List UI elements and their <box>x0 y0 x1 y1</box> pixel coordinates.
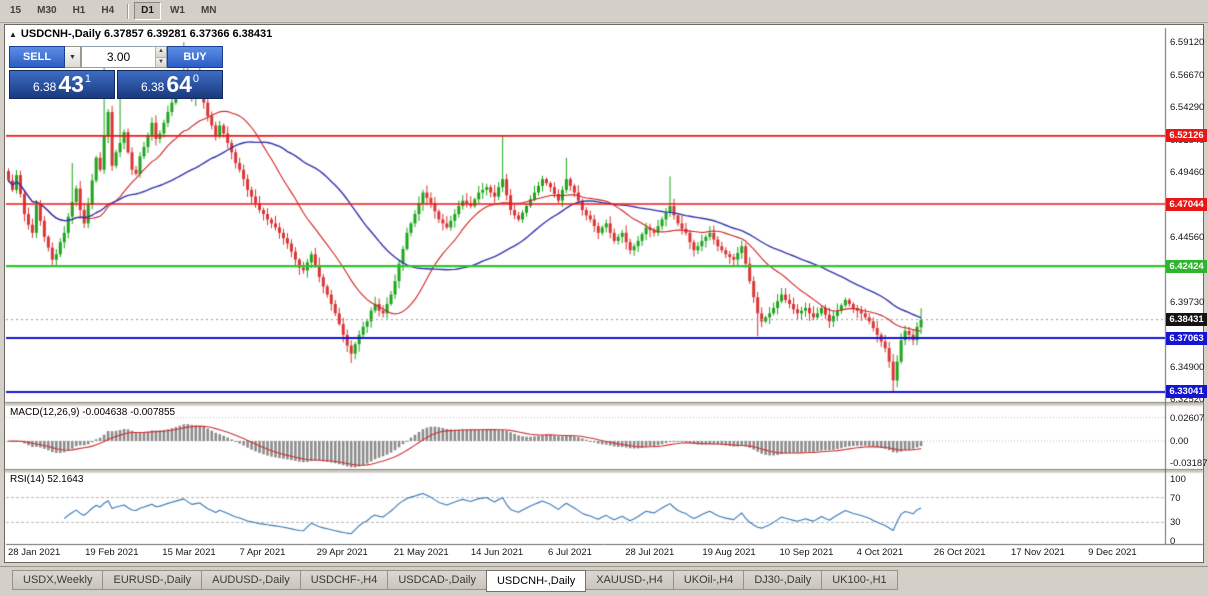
buy-price-base: 6.38 <box>140 80 165 94</box>
date-label: 26 Oct 2021 <box>933 547 986 558</box>
price-axis-label: 6.32520 <box>1170 393 1205 405</box>
timeframe-h4-button[interactable]: H4 <box>94 2 121 20</box>
buy-button[interactable]: BUY <box>167 46 223 68</box>
macd-axis-label: -0.03187 <box>1170 458 1208 469</box>
price-badge-mid-level: 6.42424 <box>1166 259 1207 273</box>
date-label: 9 Dec 2021 <box>1088 547 1137 558</box>
chart-tab-bar: USDX,Weekly EURUSD-,Daily AUDUSD-,Daily USD… <box>0 566 1208 596</box>
price-badge-current-price: 6.38431 <box>1166 313 1207 327</box>
chart-tab-usdcnh-daily[interactable]: USDCNH-,Daily <box>485 570 587 592</box>
chart-tab-audusd-daily[interactable]: AUDUSD-,Daily <box>201 570 301 590</box>
volume-spinner: ▲ ▼ <box>155 47 166 67</box>
chart-tab-uk100-h1[interactable]: UK100-,H1 <box>821 570 898 590</box>
date-label: 10 Sep 2021 <box>779 547 834 558</box>
one-click-trading-panel: SELL ▼ ▲ ▼ BUY 6.38 43 1 6.38 64 0 <box>9 46 225 99</box>
macd-axis-label: 0.00 <box>1170 436 1189 447</box>
volume-input[interactable] <box>82 47 155 67</box>
timeframe-15-button[interactable]: 15 <box>3 2 28 20</box>
chart-tab-usdchf-h4[interactable]: USDCHF-,H4 <box>299 570 389 590</box>
timeframe-h1-button[interactable]: H1 <box>66 2 93 20</box>
volume-field-wrap: ▲ ▼ <box>81 46 167 68</box>
date-label: 28 Jul 2021 <box>625 547 675 558</box>
rsi-indicator-label: RSI(14) 52.1643 <box>10 474 84 485</box>
sell-price-display[interactable]: 6.38 43 1 <box>9 70 115 99</box>
date-label: 29 Apr 2021 <box>316 547 368 558</box>
price-axis-drag-zone[interactable] <box>1166 28 1204 544</box>
chart-tab-ukoil-h4[interactable]: UKOil-,H4 <box>672 570 745 590</box>
price-axis-label: 6.44560 <box>1170 232 1205 244</box>
price-axis-label: 6.56670 <box>1170 69 1205 81</box>
chart-tab-usdcad-daily[interactable]: USDCAD-,Daily <box>387 570 487 590</box>
one-click-order-row: SELL ▼ ▲ ▼ BUY <box>9 46 225 68</box>
one-click-quotes-row: 6.38 43 1 6.38 64 0 <box>9 70 225 99</box>
timeframe-d1-button[interactable]: D1 <box>134 2 161 20</box>
timeframe-m30-button[interactable]: M30 <box>30 2 63 20</box>
buy-price-pips: 64 <box>166 71 192 97</box>
chart-tab-dj30-daily[interactable]: DJ30-,Daily <box>743 570 823 590</box>
sell-button[interactable]: SELL <box>9 46 65 68</box>
pane-splitter-macd[interactable] <box>5 402 1201 407</box>
date-label: 19 Feb 2021 <box>85 547 139 558</box>
volume-increase-button[interactable]: ▲ <box>156 47 166 58</box>
rsi-axis-label: 70 <box>1170 492 1181 504</box>
buy-price-point: 0 <box>192 73 200 85</box>
date-label: 14 Jun 2021 <box>470 547 524 558</box>
date-label: 15 Mar 2021 <box>162 547 216 558</box>
toolbar-separator <box>127 3 129 19</box>
date-label: 4 Oct 2021 <box>856 547 904 558</box>
date-label: 17 Nov 2021 <box>1010 547 1065 558</box>
timeframe-toolbar: 15 M30 H1 H4 D1 W1 MN <box>0 0 1208 23</box>
sell-price-point: 1 <box>84 73 92 85</box>
volume-dropdown-button[interactable]: ▼ <box>65 46 81 68</box>
timeframe-w1-button[interactable]: W1 <box>163 2 192 20</box>
buy-price-display[interactable]: 6.38 64 0 <box>117 70 223 99</box>
date-label: 21 May 2021 <box>393 547 449 558</box>
date-label: 6 Jul 2021 <box>548 547 592 558</box>
chart-symbol-title: USDCNH-,Daily 6.37857 6.39281 6.37366 6.… <box>20 28 273 40</box>
chart-tab-usdx-weekly[interactable]: USDX,Weekly <box>12 570 104 590</box>
chevron-down-icon: ▼ <box>69 53 76 61</box>
volume-decrease-button[interactable]: ▼ <box>156 57 166 67</box>
date-label: 7 Apr 2021 <box>239 547 286 558</box>
price-axis-label: 6.54290 <box>1170 101 1205 113</box>
date-label: 28 Jan 2021 <box>8 547 61 558</box>
price-axis-label: 6.59120 <box>1170 37 1205 48</box>
date-label: 19 Aug 2021 <box>702 547 756 558</box>
sell-price-pips: 43 <box>58 71 84 97</box>
chart-tab-eurusd-daily[interactable]: EURUSD-,Daily <box>102 570 203 590</box>
price-axis-label: 6.39730 <box>1170 297 1205 309</box>
rsi-axis-label: 0 <box>1170 536 1176 547</box>
chart-tab-xauusd-h4[interactable]: XAUUSD-,H4 <box>585 570 674 590</box>
sell-price-base: 6.38 <box>32 80 57 94</box>
price-badge-resistance-level: 6.52126 <box>1166 129 1207 143</box>
price-badge-support-level: 6.37063 <box>1166 331 1207 345</box>
rsi-axis-label: 30 <box>1170 517 1181 529</box>
price-axis-label: 6.34900 <box>1170 362 1205 374</box>
price-badge-support-level: 6.33041 <box>1166 385 1207 399</box>
one-click-collapse-icon[interactable]: ▲ <box>9 30 17 39</box>
timeframe-mn-button[interactable]: MN <box>194 2 224 20</box>
price-axis-label: 6.49460 <box>1170 166 1205 178</box>
macd-axis-label: 0.02607 <box>1170 412 1205 424</box>
price-badge-resistance-level: 6.47044 <box>1166 197 1207 211</box>
macd-indicator-label: MACD(12,26,9) -0.004638 -0.007855 <box>10 407 176 418</box>
rsi-axis-label: 100 <box>1170 474 1186 485</box>
chart-title-row: ▲ USDCNH-,Daily 6.37857 6.39281 6.37366 6… <box>9 28 272 40</box>
pane-splitter-rsi[interactable] <box>5 469 1201 474</box>
